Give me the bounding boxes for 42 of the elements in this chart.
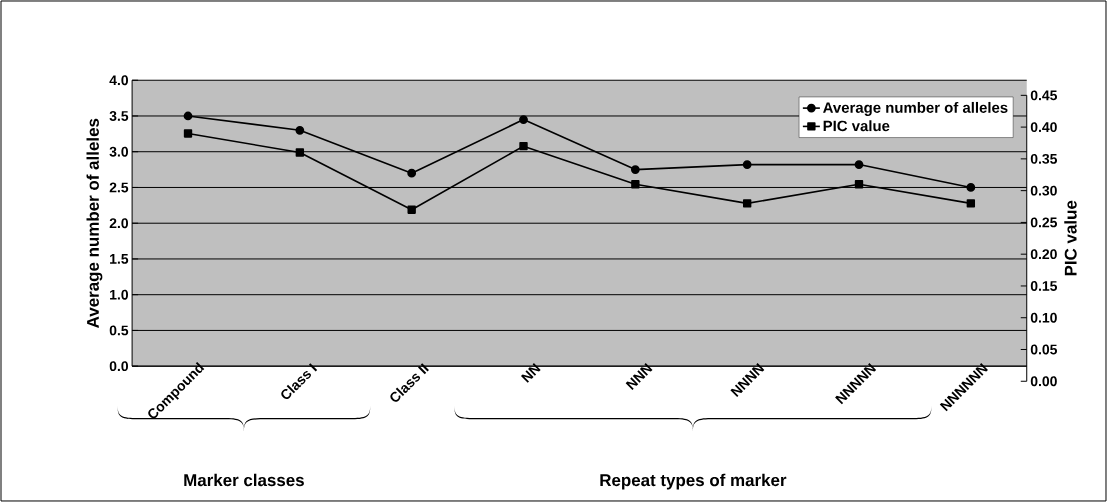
y-tick-label: 0.5 <box>109 325 129 336</box>
point <box>183 111 193 121</box>
y2-tick-label: 0.10 <box>1030 312 1057 323</box>
y-tick-label: 1.0 <box>110 289 129 300</box>
y2-tick-label: 0.30 <box>1030 185 1057 196</box>
text: Marker classes <box>184 473 304 487</box>
y-tick-label: 3.5 <box>109 111 129 121</box>
y-tick-label: 2.5 <box>109 182 129 193</box>
y-tick-label: 1.5 <box>110 254 129 264</box>
point <box>519 141 528 151</box>
point <box>295 125 305 135</box>
point <box>630 165 640 174</box>
point <box>854 180 864 189</box>
y2-axis-title: PIC value <box>1064 200 1077 276</box>
text: Repeat types of marker <box>600 473 787 490</box>
point <box>407 205 416 214</box>
point <box>966 199 976 208</box>
y-tick-label: 0.0 <box>109 361 129 372</box>
point <box>519 115 528 124</box>
y2-tick-label: 0.40 <box>1030 122 1057 133</box>
point <box>295 148 305 157</box>
y2-tick-label: 0.15 <box>1030 281 1058 291</box>
legend-label: Average number of alleles <box>823 101 1008 116</box>
y2-tick-label: 0.45 <box>1030 90 1058 101</box>
y-tick-label: 3.0 <box>109 146 129 157</box>
y-axis-title: Average number of alleles <box>86 118 103 328</box>
y-tick-label: 4.0 <box>109 75 129 86</box>
y2-tick-label: 0.25 <box>1030 217 1058 228</box>
point <box>183 129 193 138</box>
y2-tick-label: 0.00 <box>1030 376 1057 387</box>
x-tick-label: NN <box>520 363 541 383</box>
y2-tick-label: 0.35 <box>1030 153 1058 164</box>
point <box>742 160 752 169</box>
point <box>407 168 417 178</box>
y-tick-label: 2.0 <box>109 218 129 229</box>
y2-tick-label: 0.05 <box>1030 344 1058 355</box>
y2-tick-label: 0.20 <box>1030 249 1057 260</box>
legend-label: PIC value <box>823 120 890 132</box>
point <box>742 199 752 208</box>
point <box>854 160 864 169</box>
point <box>966 183 976 192</box>
point <box>631 180 640 189</box>
